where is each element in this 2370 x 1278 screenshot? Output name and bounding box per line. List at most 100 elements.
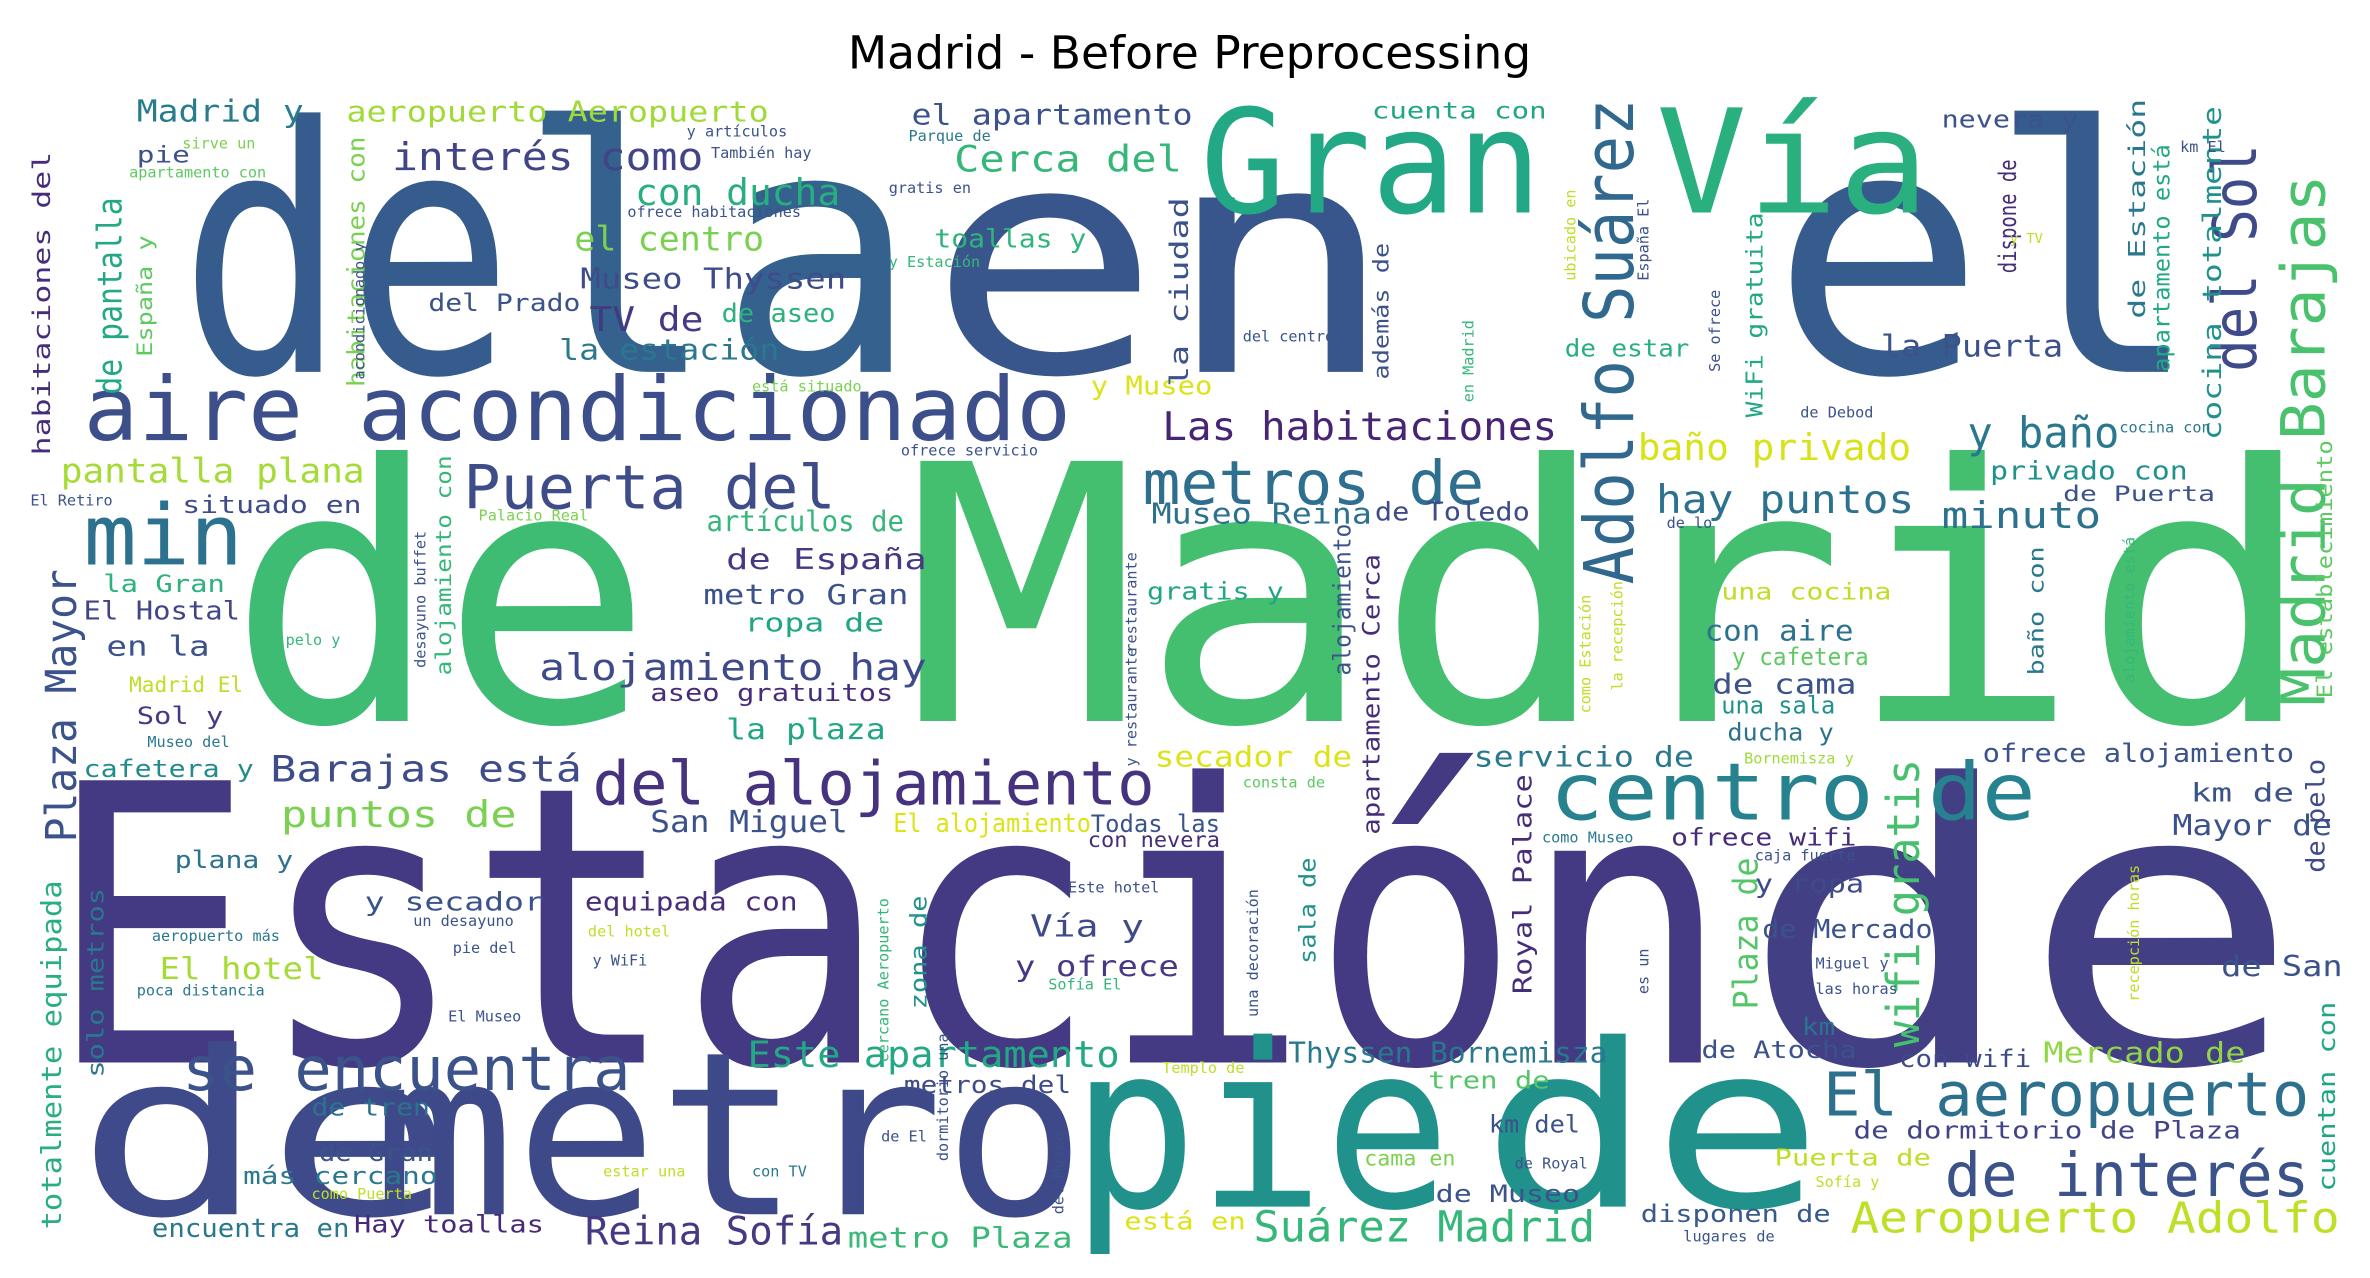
word: recepción horas xyxy=(2125,865,2143,1002)
word: Vía y xyxy=(1030,910,1144,945)
word: apartamento está xyxy=(2149,144,2175,372)
word: dormitorio una xyxy=(934,1033,952,1161)
word: desayuno buffet xyxy=(411,531,429,668)
word: estar una xyxy=(603,1162,685,1180)
word: km del xyxy=(1489,1109,1580,1138)
word: la estación xyxy=(559,333,779,367)
word: Royal Palace xyxy=(1508,774,1538,994)
word: de estar xyxy=(1565,334,1690,363)
word: Adolfo Suárez xyxy=(1571,99,1650,585)
word: situado en xyxy=(182,490,361,519)
word: totalmente equipada xyxy=(37,880,68,1229)
word: sirve un xyxy=(182,135,255,153)
word: El Retiro xyxy=(30,491,112,509)
word: acondicionado y xyxy=(351,243,369,380)
word: está en xyxy=(1124,1206,1246,1235)
word: y restaurante xyxy=(1122,648,1140,767)
word: cercano Aeropuerto xyxy=(875,898,893,1062)
word: También hay xyxy=(711,144,812,162)
word: con TV xyxy=(752,1162,807,1180)
word: y TV xyxy=(2010,231,2043,247)
word: de Royal xyxy=(1515,1155,1588,1173)
word: de España xyxy=(726,542,927,576)
word: metros del xyxy=(904,1070,1071,1099)
word: zona de xyxy=(907,896,933,1010)
word: Museo Reina xyxy=(1152,497,1372,531)
word: cafetera y xyxy=(84,754,254,783)
word: y Estación xyxy=(889,253,980,271)
word: de Museo xyxy=(1436,1179,1580,1208)
word: de xyxy=(228,391,653,806)
word: Templo de xyxy=(1162,1059,1244,1077)
word: Se ofrece xyxy=(1706,290,1724,372)
word: de xyxy=(1481,996,1823,1261)
word: en xyxy=(927,77,1398,448)
word: cocina con xyxy=(2119,419,2210,437)
word: el apartamento xyxy=(912,97,1193,131)
word: las horas xyxy=(1815,980,1897,998)
word: Gran xyxy=(1200,80,1542,248)
word: interés como xyxy=(392,135,703,179)
word: aeropuerto más xyxy=(152,927,280,945)
word: ubicado en xyxy=(1561,189,1579,280)
word: El aeropuerto xyxy=(1823,1061,2309,1131)
word: la xyxy=(517,55,920,453)
word: Thyssen Bornemisza xyxy=(1288,1035,1607,1069)
word: y artículos xyxy=(687,123,788,141)
word: está situado xyxy=(752,378,862,396)
word: se encuentra xyxy=(182,1035,630,1105)
word: km de xyxy=(2191,778,2294,808)
word: Sofía y xyxy=(1815,1173,1879,1191)
word: ofrece wifi xyxy=(1671,822,1856,851)
word: pelo y xyxy=(286,631,341,649)
word: El Hostal xyxy=(84,596,240,626)
word: Este apartamento xyxy=(747,1033,1119,1076)
word: metro Gran xyxy=(703,580,908,611)
word: tren de xyxy=(1428,1065,1550,1094)
word: Plaza de xyxy=(1727,858,1766,1010)
word: cocina totalmente xyxy=(2198,106,2228,440)
word: Las habitaciones xyxy=(1162,404,1557,450)
word: ducha y xyxy=(1727,718,1833,747)
word: de tren xyxy=(311,1093,430,1122)
word: Museo del xyxy=(147,733,229,751)
word: El hotel xyxy=(160,952,324,987)
word: pie del xyxy=(453,939,517,957)
word: además de xyxy=(1370,243,1395,380)
word: baño con xyxy=(2024,546,2049,675)
word: Mayor de xyxy=(2173,808,2333,842)
word: Sol y xyxy=(137,701,224,730)
word: Este hotel xyxy=(1068,878,1159,896)
word: de pelo xyxy=(2301,759,2331,873)
word: una sala xyxy=(1721,690,1835,719)
word: de xyxy=(76,1003,456,1268)
word: de pantalla xyxy=(91,197,130,394)
word: más cercano xyxy=(243,1161,437,1190)
word: un desayuno xyxy=(413,912,514,930)
word: equipada con xyxy=(585,888,798,918)
word: y secador xyxy=(365,888,544,918)
word: de dormitorio de Plaza xyxy=(1853,1115,2240,1144)
word: gratis en xyxy=(889,179,971,197)
word: Suárez Madrid xyxy=(1253,1204,1595,1253)
word: Reina Sofía xyxy=(585,1209,843,1255)
word: Madrid El xyxy=(129,673,243,698)
word: nevera y xyxy=(1942,105,2079,134)
word: wifi gratis xyxy=(1877,759,1930,1047)
word: km El xyxy=(2180,138,2226,156)
word: sala de xyxy=(1296,858,1322,964)
word: hay puntos xyxy=(1656,477,1914,523)
word: ofrece servicio xyxy=(901,441,1038,459)
word: Plaza Mayor xyxy=(38,569,87,842)
word: alojamiento con xyxy=(432,455,457,675)
word: WiFi gratuita xyxy=(1742,212,1768,417)
word: de xyxy=(179,55,513,453)
word: pie xyxy=(137,142,190,168)
word: con wifi xyxy=(1899,1044,2031,1073)
word: min xyxy=(84,487,244,585)
word: de xyxy=(1740,705,2302,1155)
word: lugares de xyxy=(1683,1228,1774,1246)
